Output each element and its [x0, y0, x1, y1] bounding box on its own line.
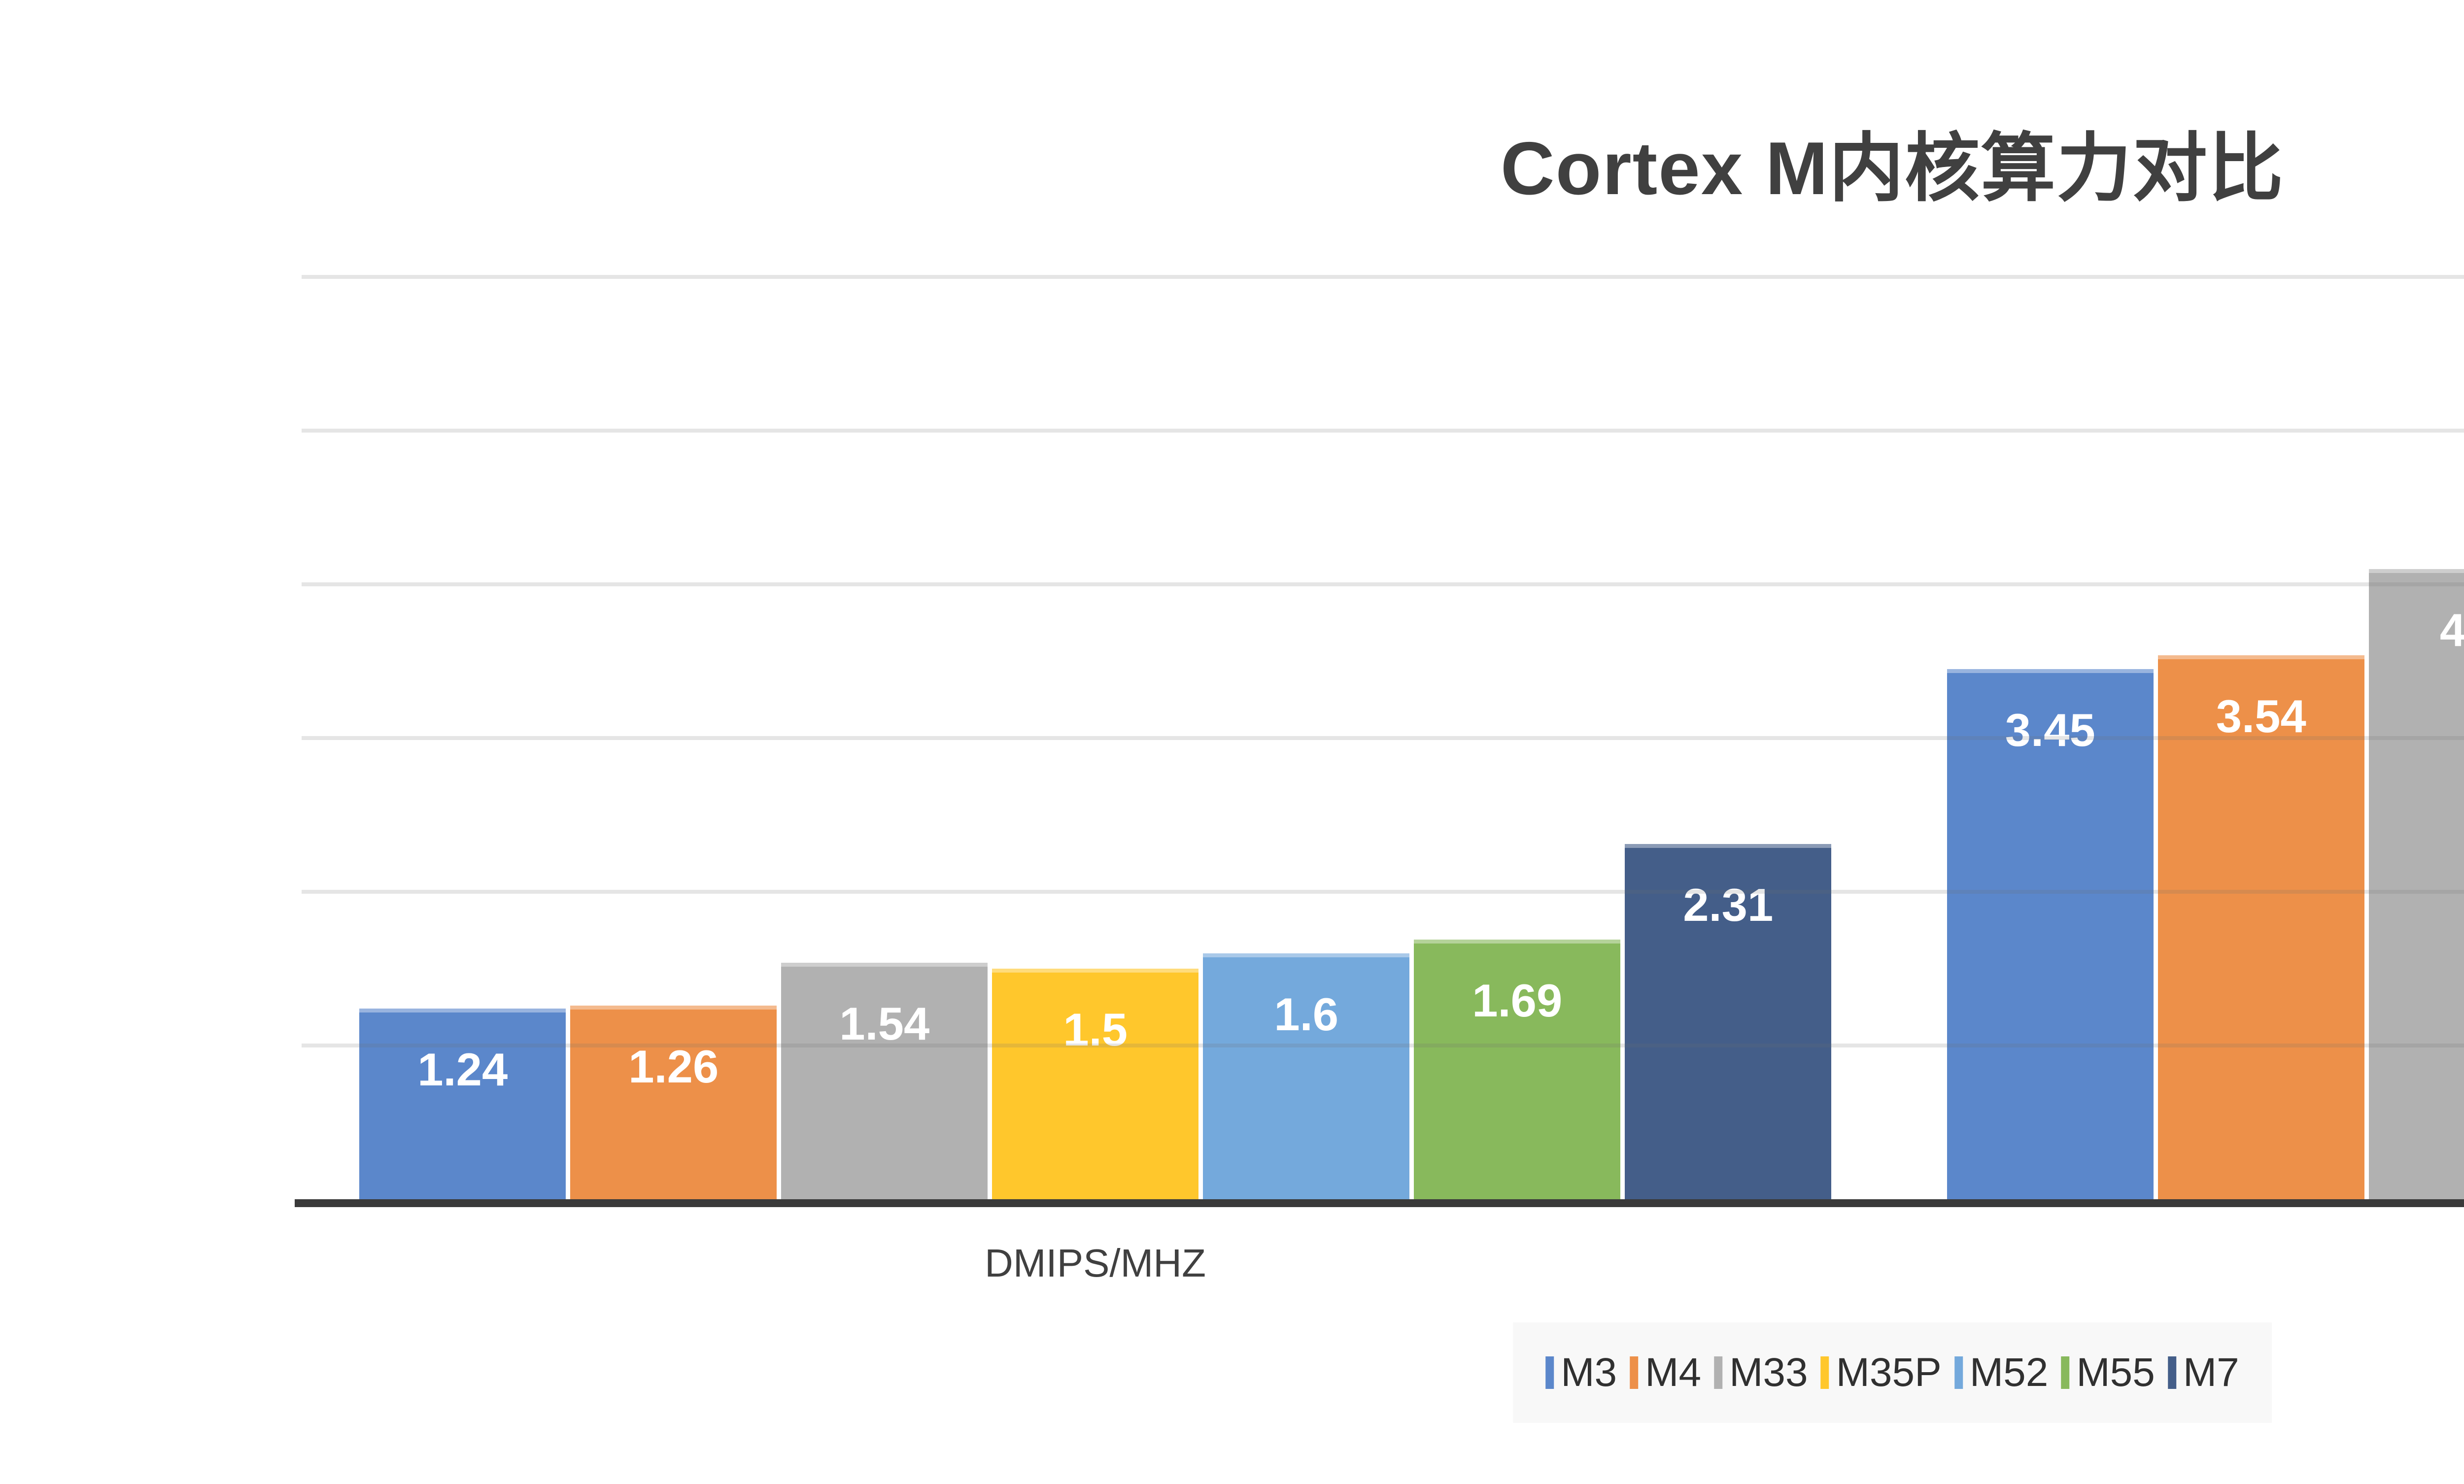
gridline-y-2 [302, 890, 2464, 894]
legend-label: M7 [2183, 1350, 2239, 1395]
x-axis-category-dmips: DMIPS/MHZ [985, 1241, 1206, 1285]
x-axis-category-coremark: COREMARK/MHZ [1889, 1241, 2464, 1286]
bar-value-label: 2.31 [1683, 879, 1774, 931]
chart-title: Cortex M内核算力对比 [1500, 127, 2285, 210]
x-axis-line [295, 1199, 2464, 1207]
bar-value-label: 3.45 [2005, 704, 2095, 756]
bar-value-label: 1.54 [839, 997, 930, 1049]
bar-value-label: 1.24 [417, 1044, 508, 1096]
legend-swatch-icon [1714, 1356, 1723, 1389]
bar-value-label: 4.1 [2439, 604, 2464, 656]
gridline-y-1 [302, 1044, 2464, 1047]
bar-group-dmips: 1.24 1.26 1.54 1.5 1.6 1.69 2.31 [302, 277, 1889, 1199]
bar-value-label: 1.69 [1472, 974, 1563, 1026]
gridline-y-4 [302, 582, 2464, 586]
legend-item-m7: M7 [2167, 1349, 2239, 1396]
bar-m3-dmips: 1.24 [359, 1009, 566, 1199]
legend-swatch-icon [1954, 1356, 1963, 1389]
legend-swatch-icon [1545, 1356, 1554, 1389]
bar-m33-coremark: 4.1 [2368, 569, 2464, 1199]
legend-swatch-icon [2167, 1356, 2176, 1389]
gridline-y-6 [302, 275, 2464, 279]
legend-swatch-icon [2061, 1356, 2070, 1389]
legend-label: M52 [1969, 1350, 2049, 1395]
bar-m55-dmips: 1.69 [1414, 939, 1621, 1199]
bar-m35p-dmips: 1.5 [992, 969, 1199, 1199]
legend-label: M4 [1645, 1350, 1702, 1395]
legend-swatch-icon [1820, 1356, 1829, 1389]
legend-item-m35p: M35P [1820, 1349, 1942, 1396]
legend-label: M35P [1836, 1350, 1942, 1395]
bar-m33-dmips: 1.54 [781, 962, 988, 1199]
legend-item-m52: M52 [1954, 1349, 2049, 1396]
legend-item-m4: M4 [1630, 1349, 1701, 1396]
bar-group-coremark: 3.453.544.14.14.34.45.29 [1889, 277, 2464, 1199]
legend-item-m3: M3 [1545, 1349, 1617, 1396]
bar-value-label: 3.54 [2216, 690, 2306, 742]
legend-label: M33 [1729, 1350, 1808, 1395]
bar-m7-dmips: 2.31 [1625, 844, 1832, 1199]
bar-m4-coremark: 3.54 [2157, 655, 2364, 1199]
bar-m52-dmips: 1.6 [1203, 953, 1410, 1199]
bar-value-label: 1.26 [628, 1040, 719, 1092]
bar-m3-coremark: 3.45 [1947, 669, 2154, 1199]
chart-legend: M3 M4 M33 M35P M52 M55 M7 [1513, 1322, 2272, 1423]
legend-item-m55: M55 [2061, 1349, 2155, 1396]
gridline-y-5 [302, 429, 2464, 433]
legend-label: M55 [2076, 1350, 2155, 1395]
legend-item-m33: M33 [1714, 1349, 1808, 1396]
legend-swatch-icon [1630, 1356, 1639, 1389]
gridline-y-3 [302, 736, 2464, 740]
bar-value-label: 1.6 [1274, 988, 1339, 1040]
plot-area: 1.241.261.541.51.61.692.313.453.544.14.1… [295, 275, 2464, 1207]
legend-label: M3 [1561, 1350, 1617, 1395]
bar-value-label: 1.5 [1063, 1004, 1128, 1055]
bar-m4-dmips: 1.26 [570, 1005, 777, 1199]
